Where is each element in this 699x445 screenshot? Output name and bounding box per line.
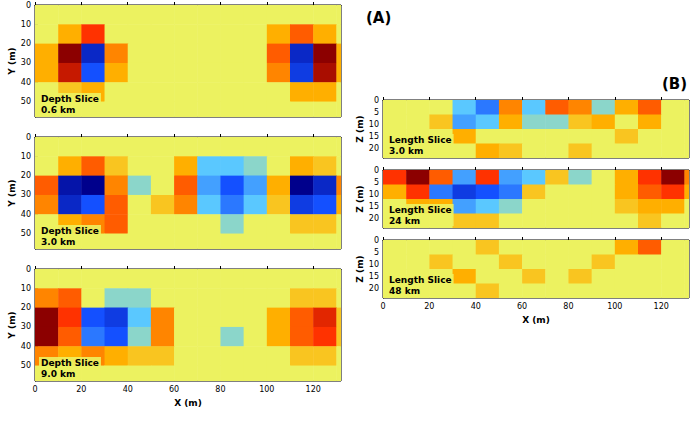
svg-text:Depth Slice: Depth Slice — [41, 94, 99, 104]
svg-text:100: 100 — [259, 385, 274, 394]
svg-text:5: 5 — [374, 178, 379, 187]
svg-text:15: 15 — [369, 272, 379, 281]
svg-text:50: 50 — [21, 97, 31, 106]
svg-text:48 km: 48 km — [389, 286, 420, 296]
svg-text:X (m): X (m) — [522, 315, 550, 325]
svg-text:10: 10 — [369, 190, 379, 199]
svg-text:10: 10 — [21, 284, 31, 293]
svg-text:50: 50 — [21, 361, 31, 370]
svg-text:Z (m): Z (m) — [355, 115, 365, 142]
svg-text:10: 10 — [369, 260, 379, 269]
svg-text:50: 50 — [21, 229, 31, 238]
svg-text:0: 0 — [26, 265, 31, 274]
svg-text:20: 20 — [369, 284, 379, 293]
svg-text:Y (m): Y (m) — [7, 179, 17, 207]
svg-text:10: 10 — [21, 152, 31, 161]
svg-text:0: 0 — [374, 166, 379, 175]
svg-text:Length Slice: Length Slice — [389, 205, 452, 215]
svg-text:0.6 km: 0.6 km — [41, 105, 75, 115]
svg-text:3.0 km: 3.0 km — [389, 146, 423, 156]
svg-text:Depth Slice: Depth Slice — [41, 226, 99, 236]
svg-text:60: 60 — [517, 302, 527, 311]
svg-text:15: 15 — [369, 202, 379, 211]
svg-text:Y (m): Y (m) — [7, 47, 17, 75]
svg-text:15: 15 — [369, 132, 379, 141]
svg-text:40: 40 — [21, 342, 31, 351]
svg-text:30: 30 — [21, 190, 31, 199]
svg-text:80: 80 — [215, 385, 225, 394]
svg-text:40: 40 — [21, 78, 31, 87]
svg-text:X (m): X (m) — [174, 398, 202, 408]
svg-text:10: 10 — [369, 120, 379, 129]
svg-text:40: 40 — [471, 302, 481, 311]
svg-text:20: 20 — [76, 385, 86, 394]
svg-text:20: 20 — [424, 302, 434, 311]
svg-text:100: 100 — [607, 302, 622, 311]
svg-text:20: 20 — [21, 171, 31, 180]
svg-text:20: 20 — [369, 144, 379, 153]
svg-text:120: 120 — [306, 385, 321, 394]
svg-text:20: 20 — [21, 303, 31, 312]
svg-text:20: 20 — [21, 39, 31, 48]
svg-text:80: 80 — [563, 302, 573, 311]
svg-text:24 km: 24 km — [389, 216, 420, 226]
svg-text:9.0 km: 9.0 km — [41, 369, 75, 379]
svg-text:120: 120 — [654, 302, 669, 311]
svg-text:60: 60 — [169, 385, 179, 394]
svg-text:0: 0 — [374, 236, 379, 245]
svg-text:(B): (B) — [662, 75, 687, 93]
svg-text:5: 5 — [374, 248, 379, 257]
svg-text:10: 10 — [21, 20, 31, 29]
svg-text:Length Slice: Length Slice — [389, 275, 452, 285]
svg-text:Z (m): Z (m) — [355, 185, 365, 212]
svg-text:Z (m): Z (m) — [355, 255, 365, 282]
svg-text:0: 0 — [26, 1, 31, 10]
svg-text:5: 5 — [374, 108, 379, 117]
svg-text:(A): (A) — [366, 9, 391, 27]
svg-text:Y (m): Y (m) — [7, 311, 17, 339]
svg-text:30: 30 — [21, 322, 31, 331]
svg-text:40: 40 — [21, 210, 31, 219]
svg-text:Length Slice: Length Slice — [389, 135, 452, 145]
svg-text:Depth Slice: Depth Slice — [41, 358, 99, 368]
svg-text:0: 0 — [26, 133, 31, 142]
svg-text:3.0 km: 3.0 km — [41, 237, 75, 247]
svg-text:20: 20 — [369, 214, 379, 223]
svg-text:0: 0 — [380, 302, 385, 311]
svg-text:30: 30 — [21, 58, 31, 67]
svg-text:0: 0 — [374, 96, 379, 105]
svg-text:40: 40 — [123, 385, 133, 394]
svg-text:0: 0 — [32, 385, 37, 394]
